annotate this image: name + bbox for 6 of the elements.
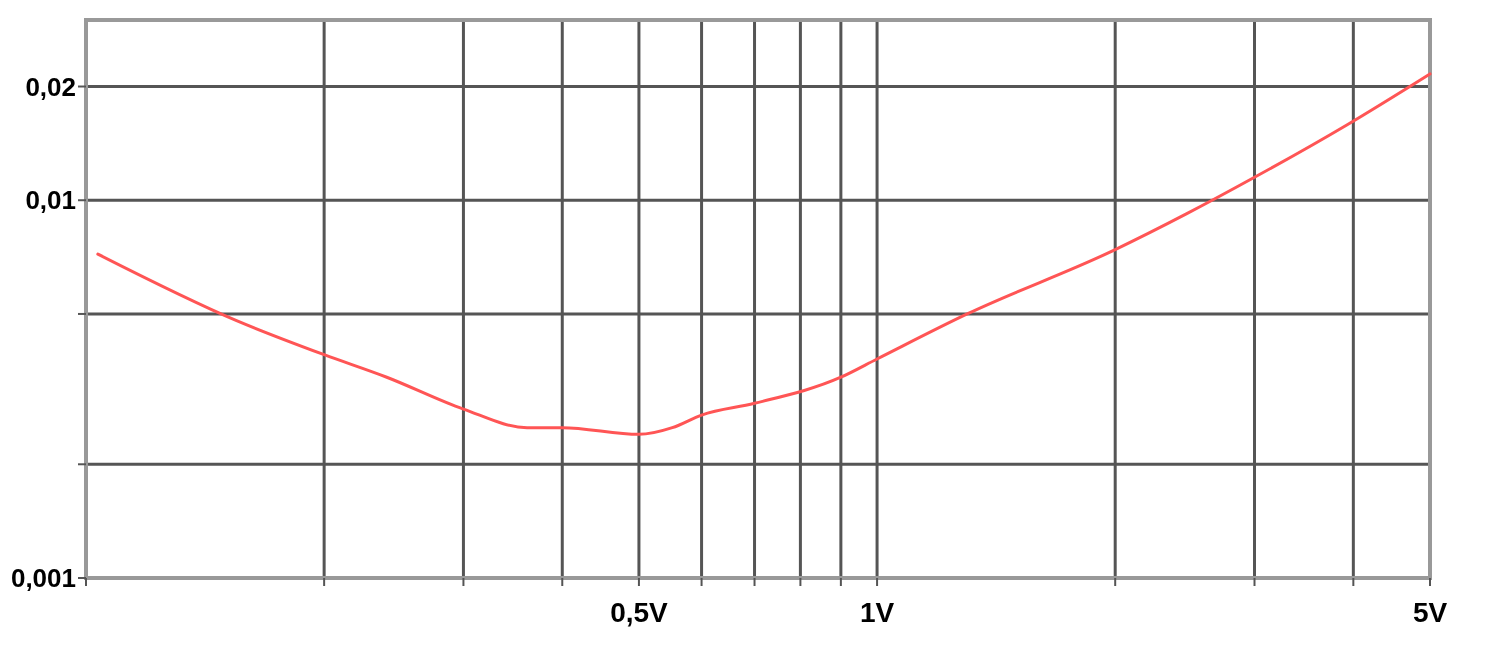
y-tick-label: 0,01 <box>25 185 76 216</box>
y-tick-label: 0,001 <box>10 563 76 594</box>
x-tick-label: 0,5V <box>610 597 669 628</box>
x-tick-label: 5V <box>1412 597 1448 628</box>
y-tick-label: 0,02 <box>25 71 76 102</box>
x-tick-label: 1V <box>859 597 895 628</box>
